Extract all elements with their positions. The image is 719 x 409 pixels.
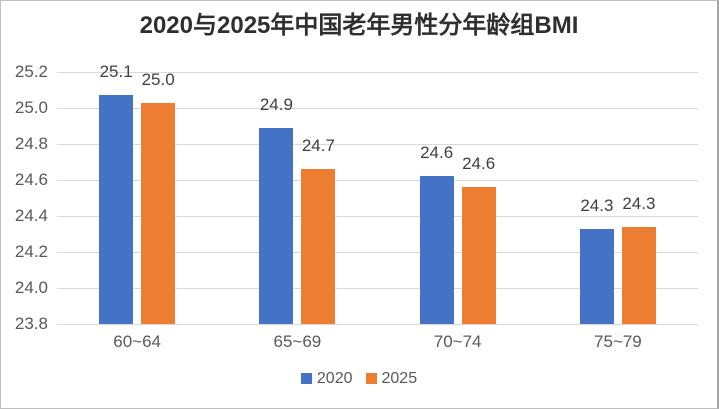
y-axis-tick-label: 25.2 [14, 62, 48, 81]
bar-2025-75~79 [621, 226, 656, 324]
y-axis-tick-label: 23.8 [14, 314, 48, 333]
bar-2020-65~69 [259, 127, 294, 324]
gridline [57, 251, 698, 253]
legend-label: 2025 [381, 370, 418, 387]
x-axis-category-label: 65~69 [273, 332, 322, 351]
legend-item-2020: 2020 [300, 370, 353, 387]
x-axis: 60~64 65~69 70~74 75~79 [57, 331, 698, 351]
x-axis-category-label: 60~64 [113, 332, 161, 351]
y-axis-tick-label: 24.4 [14, 206, 48, 225]
bar-label-2025-60~64: 25.0 [141, 69, 175, 89]
bar-2025-70~74 [461, 187, 496, 324]
chart-title: 2020与2025年中国老年男性分年龄组BMI [139, 12, 579, 39]
bar-2025-65~69 [301, 169, 336, 324]
bar-label-2025-65~69: 24.7 [301, 136, 335, 156]
bar-2020-75~79 [579, 228, 614, 324]
gridline [57, 107, 698, 109]
legend-label: 2020 [316, 370, 353, 387]
y-axis-tick-label: 24.8 [14, 134, 48, 153]
bar-label-2020-65~69: 24.9 [259, 94, 293, 114]
gridline [57, 323, 698, 325]
gridline [57, 143, 698, 145]
bar-label-2025-70~74: 24.6 [462, 154, 496, 174]
y-axis-tick-label: 24.0 [14, 278, 48, 297]
legend: 2020 2025 [1, 370, 717, 387]
x-axis-category-label: 75~79 [594, 332, 642, 351]
bar-label-2025-75~79: 24.3 [622, 193, 656, 213]
legend-swatch-2020 [300, 373, 312, 384]
bar-label-2020-70~74: 24.6 [420, 143, 454, 163]
gridline [57, 179, 698, 181]
bar-label-2020-75~79: 24.3 [580, 195, 614, 215]
legend-swatch-2025 [365, 373, 377, 384]
bar-2020-70~74 [419, 176, 454, 324]
plot-area: 25.1 25.0 24.9 24.7 24.6 24.6 24.3 24.3 [57, 63, 698, 325]
gridline [57, 287, 698, 289]
y-axis-tick-label: 24.6 [14, 170, 48, 189]
gridline [57, 215, 698, 217]
x-axis-category-label: 70~74 [433, 332, 482, 351]
y-axis-tick-label: 25.0 [14, 98, 48, 117]
bar-2025-60~64 [141, 102, 176, 324]
y-axis-tick-label: 24.2 [14, 242, 48, 261]
gridline [57, 71, 698, 73]
bar-label-2020-60~64: 25.1 [99, 62, 133, 82]
y-axis: 25.2 25.0 24.8 24.6 24.4 24.2 24.0 23.8 [1, 62, 48, 333]
legend-item-2025: 2025 [365, 370, 418, 387]
bar-2020-60~64 [99, 95, 134, 324]
